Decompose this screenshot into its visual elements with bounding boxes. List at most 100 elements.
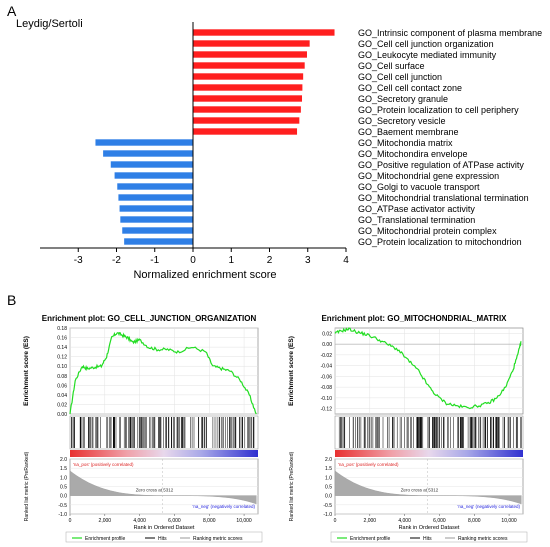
x-tick-label: 8,000 xyxy=(203,518,216,524)
chart-title: Leydig/Sertoli xyxy=(16,18,83,30)
es-tick-label: -0.06 xyxy=(321,374,333,380)
metric-tick-label: 0.5 xyxy=(325,485,332,491)
bar-label: GO_Intrinsic component of plasma membran… xyxy=(358,28,542,38)
x-tick-label: 8,000 xyxy=(468,518,481,524)
panel-letter-b: B xyxy=(7,292,17,308)
bar xyxy=(193,40,310,47)
neg-label: 'na_neg' (negatively correlated) xyxy=(192,504,255,509)
es-frame xyxy=(334,327,524,415)
x-tick-label: 4,000 xyxy=(398,518,411,524)
metric-tick-label: 1.5 xyxy=(60,466,67,472)
gsea-plot-mitochondrial-matrix: Enrichment plot: GO_MITOCHONDRIAL_MATRIX… xyxy=(288,314,528,543)
bar-label: GO_ATPase activator activity xyxy=(358,204,475,214)
bar xyxy=(110,161,193,168)
plot-title: Enrichment plot: GO_MITOCHONDRIAL_MATRIX xyxy=(321,314,507,323)
ranking-color-bar xyxy=(70,450,258,457)
bar-label: GO_Positive regulation of ATPase activit… xyxy=(358,160,524,170)
bar xyxy=(193,29,335,36)
metric-tick-label: -0.5 xyxy=(323,503,332,509)
x-tick-label: 1 xyxy=(228,255,234,266)
bar-label: GO_Golgi to vacuole transport xyxy=(358,182,480,192)
bar-label: GO_Mitochondrial gene expression xyxy=(358,171,499,181)
es-tick-label: 0.18 xyxy=(57,326,67,332)
x-tick-label: 10,000 xyxy=(501,518,517,524)
bar xyxy=(193,117,300,124)
neg-label: 'na_neg' (negatively correlated) xyxy=(457,504,520,509)
es-tick-label: 0.00 xyxy=(322,342,332,348)
bar-label: GO_Cell cell junction xyxy=(358,72,442,82)
bar-label: GO_Cell cell contact zone xyxy=(358,83,462,93)
bar xyxy=(124,238,193,245)
hit-marks xyxy=(338,417,522,448)
bar-label: GO_Translational termination xyxy=(358,215,475,225)
metric-tick-label: 1.0 xyxy=(60,475,67,481)
metric-tick-label: -1.0 xyxy=(323,512,332,518)
zero-cross-label: Zero cross at 5312 xyxy=(401,488,439,493)
enrichment-profile-line xyxy=(334,327,522,410)
x-tick-label: 2,000 xyxy=(99,518,112,524)
x-tick-label: 2 xyxy=(267,255,273,266)
bar xyxy=(103,150,193,157)
x-tick-label: -2 xyxy=(112,255,121,266)
x-tick-label: 4 xyxy=(343,255,349,266)
metric-tick-label: 0.5 xyxy=(60,485,67,491)
es-tick-label: -0.12 xyxy=(321,407,333,413)
es-tick-label: 0.08 xyxy=(57,374,67,380)
bar-label: GO_Secretory granule xyxy=(358,94,448,104)
x-tick-label: 3 xyxy=(305,255,311,266)
es-tick-label: 0.06 xyxy=(57,383,67,389)
bar xyxy=(193,62,305,69)
legend-label: Enrichment profile xyxy=(85,536,126,542)
nes-bar-chart: Leydig/Sertoli GO_Intrinsic component of … xyxy=(16,18,542,281)
bar xyxy=(122,227,193,234)
bar xyxy=(117,183,193,190)
x-axis-label: Rank in Ordered Dataset xyxy=(134,525,195,531)
x-tick-label: 4,000 xyxy=(133,518,146,524)
es-tick-label: 0.00 xyxy=(57,412,67,418)
legend-box xyxy=(330,531,528,543)
legend-box xyxy=(65,531,263,543)
x-axis-label: Rank in Ordered Dataset xyxy=(399,525,460,531)
plot-title: Enrichment plot: GO_CELL_JUNCTION_ORGANI… xyxy=(42,314,257,323)
gsea-plot-cell-junction: Enrichment plot: GO_CELL_JUNCTION_ORGANI… xyxy=(23,314,263,543)
x-tick-label: 0 xyxy=(69,518,72,524)
x-tick-label: -3 xyxy=(74,255,83,266)
bar xyxy=(193,73,304,80)
metric-tick-label: 1.0 xyxy=(325,475,332,481)
metric-tick-label: 0.0 xyxy=(325,494,332,500)
bar xyxy=(193,51,307,58)
bar xyxy=(118,194,193,201)
es-tick-label: 0.12 xyxy=(57,355,67,361)
es-tick-label: 0.02 xyxy=(57,402,67,408)
hits-frame xyxy=(69,415,259,450)
ranking-color-bar xyxy=(335,450,523,457)
zero-cross-label: Zero cross at 5312 xyxy=(136,488,174,493)
es-tick-label: 0.14 xyxy=(57,345,67,351)
legend-label: Hits xyxy=(423,536,432,542)
metric-tick-label: 2.0 xyxy=(325,457,332,463)
bar-label: GO_Leukocyte mediated immunity xyxy=(358,50,497,60)
pos-label: 'na_pos' (positively correlated) xyxy=(73,462,134,467)
es-tick-label: -0.10 xyxy=(321,396,333,402)
bar-label: GO_Cell cell junction organization xyxy=(358,39,494,49)
x-tick-label: 6,000 xyxy=(168,518,181,524)
bar xyxy=(95,139,193,146)
ranking-metric-area xyxy=(334,470,522,505)
metric-axis-label: Ranked list metric (PreRanked) xyxy=(24,451,30,521)
bar xyxy=(193,128,298,135)
bar-label: GO_Protein localization to mitochondrion xyxy=(358,237,522,247)
legend-label: Enrichment profile xyxy=(350,536,391,542)
bar xyxy=(119,205,193,212)
ranking-metric-area xyxy=(69,470,257,505)
panel-letter-a: A xyxy=(7,3,17,19)
es-tick-label: 0.02 xyxy=(322,331,332,337)
es-frame xyxy=(69,327,259,415)
bar-label: GO_Cell surface xyxy=(358,61,425,71)
es-tick-label: 0.04 xyxy=(57,393,67,399)
es-tick-label: 0.16 xyxy=(57,336,67,342)
bar xyxy=(193,84,303,91)
bar xyxy=(193,106,301,113)
bar xyxy=(114,172,193,179)
bar-label: GO_Baement membrane xyxy=(358,127,459,137)
pos-label: 'na_pos' (positively correlated) xyxy=(338,462,399,467)
